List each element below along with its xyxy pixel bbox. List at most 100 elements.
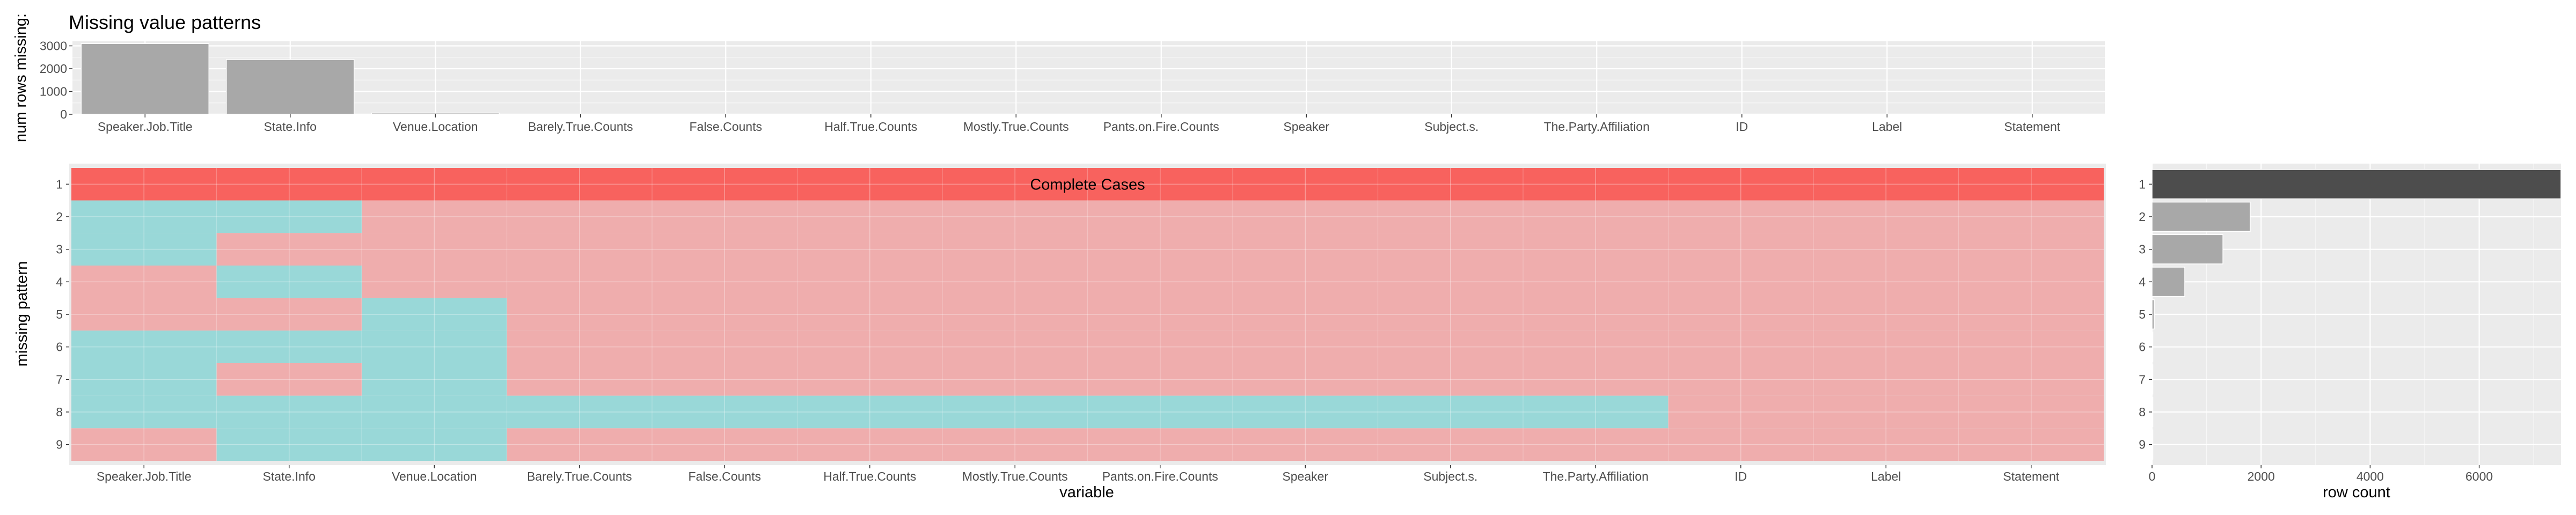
heatmap-cell: [362, 168, 507, 201]
heatmap-y-tick-label: 6: [56, 340, 63, 354]
heatmap-cell: [1378, 395, 1523, 429]
heatmap-cell: [1087, 233, 1233, 266]
heatmap-x-tick-label: The.Party.Affiliation: [1543, 469, 1649, 483]
heatmap-cell: [1378, 266, 1523, 298]
heatmap-cell: [1087, 200, 1233, 233]
row-count-bar: [2151, 332, 2154, 362]
heatmap-cell: [1813, 363, 1959, 396]
heatmap-cell: [71, 363, 217, 396]
heatmap-cell: [1378, 233, 1523, 266]
heatmap-y-tick-label: 4: [56, 275, 63, 289]
row-count-y-tick-label: 1: [2139, 177, 2146, 191]
heatmap-cell: [507, 298, 652, 331]
heatmap-cell: [71, 330, 217, 363]
heatmap-cell: [1668, 363, 1813, 396]
row-count-panel: 0 2000 4000 6000 1 2 3 4 5 6 7 8 9: [2139, 164, 2562, 483]
heatmap-cell: [1668, 330, 1813, 363]
heatmap-cell: [216, 168, 362, 201]
row-count-y-tick-label: 9: [2139, 438, 2146, 452]
heatmap-cell: [797, 298, 942, 331]
heatmap-cell: [1668, 395, 1813, 429]
top-x-tick-label: Half.True.Counts: [824, 120, 917, 134]
heatmap-cell: [1087, 298, 1233, 331]
heatmap-cell: [1668, 428, 1813, 461]
row-count-y-tick-label: 4: [2139, 275, 2146, 289]
heatmap-cell: [1958, 266, 2104, 298]
top-x-tick-label: Pants.on.Fire.Counts: [1103, 120, 1219, 134]
row-count-x-axis-title: row count: [2323, 484, 2390, 501]
heatmap-cell: [942, 363, 1088, 396]
heatmap-cell: [1958, 428, 2104, 461]
heatmap-x-tick-label: Pants.on.Fire.Counts: [1102, 469, 1218, 483]
heatmap-cell: [362, 363, 507, 396]
heatmap-cell: [507, 266, 652, 298]
heatmap-cell: [1813, 298, 1959, 331]
row-count-y-tick-label: 5: [2139, 307, 2146, 321]
heatmap-cell: [71, 168, 217, 201]
heatmap-cell: [942, 298, 1088, 331]
heatmap-cell: [1958, 395, 2104, 429]
heatmap-cell: [1668, 298, 1813, 331]
heatmap-cell: [797, 363, 942, 396]
heatmap-cell: [1958, 298, 2104, 331]
heatmap-cell: [652, 233, 797, 266]
heatmap-cell: [507, 168, 652, 201]
heatmap-cell: [1233, 200, 1378, 233]
heatmap-cell: [1378, 363, 1523, 396]
row-count-bar: [2151, 201, 2251, 232]
heatmap-cell: [797, 200, 942, 233]
heatmap-cell: [1813, 233, 1959, 266]
heatmap-cell: [942, 330, 1088, 363]
top-x-tick-label: Speaker: [1283, 120, 1329, 134]
heatmap-cell: [1087, 330, 1233, 363]
heatmap-cell: [797, 330, 942, 363]
heatmap-cell: [1523, 233, 1668, 266]
heatmap-cell: [362, 298, 507, 331]
heatmap-cell: [216, 428, 362, 461]
row-count-y-tick-label: 2: [2139, 210, 2146, 224]
top-x-tick-label: Barely.True.Counts: [528, 120, 633, 134]
heatmap-x-tick-label: Label: [1871, 469, 1901, 483]
heatmap-cell: [1668, 168, 1813, 201]
heatmap-cell: [942, 200, 1088, 233]
heatmap-cell: [942, 395, 1088, 429]
heatmap-cell: [362, 200, 507, 233]
heatmap-cell: [797, 168, 942, 201]
heatmap-cell: [71, 266, 217, 298]
row-count-bar: [2151, 299, 2155, 330]
heatmap-x-tick-label: Speaker: [1282, 469, 1328, 483]
heatmap-y-axis-title: missing pattern: [13, 261, 31, 367]
heatmap-cell: [507, 330, 652, 363]
row-count-bar: [2151, 169, 2562, 200]
heatmap-cell: [1233, 428, 1378, 461]
top-y-tick-label: 1000: [40, 85, 67, 99]
chart-title: Missing value patterns: [69, 11, 261, 33]
heatmap-cell: [1233, 266, 1378, 298]
row-count-x-tick-label: 4000: [2357, 469, 2384, 483]
heatmap-cell: [71, 395, 217, 429]
top-bar: [80, 43, 210, 115]
heatmap-cell: [71, 200, 217, 233]
heatmap-cell: [362, 330, 507, 363]
heatmap-cell: [1233, 168, 1378, 201]
top-x-tick-label: ID: [1736, 120, 1748, 134]
heatmap-cell: [1523, 330, 1668, 363]
row-count-x-tick-label: 2000: [2248, 469, 2275, 483]
heatmap-cell: [652, 266, 797, 298]
top-x-tick-label: Subject.s.: [1424, 120, 1479, 134]
heatmap-cell: [216, 395, 362, 429]
heatmap-cell: [1523, 168, 1668, 201]
top-x-tick-label: Mostly.True.Counts: [963, 120, 1069, 134]
heatmap-x-axis-title: variable: [1059, 484, 1114, 501]
heatmap-cell: [1813, 395, 1959, 429]
row-count-y-tick-label: 8: [2139, 405, 2146, 419]
heatmap-cell: [1668, 233, 1813, 266]
heatmap-x-tick-label: Half.True.Counts: [823, 469, 916, 483]
top-panel-background: [72, 41, 2105, 114]
heatmap-x-tick-label: State.Info: [263, 469, 316, 483]
heatmap-cell: [1958, 233, 2104, 266]
heatmap-x-tick-label: False.Counts: [688, 469, 761, 483]
top-x-tick-label: State.Info: [264, 120, 317, 134]
heatmap-cell: [942, 168, 1088, 201]
heatmap-cell: [1378, 200, 1523, 233]
